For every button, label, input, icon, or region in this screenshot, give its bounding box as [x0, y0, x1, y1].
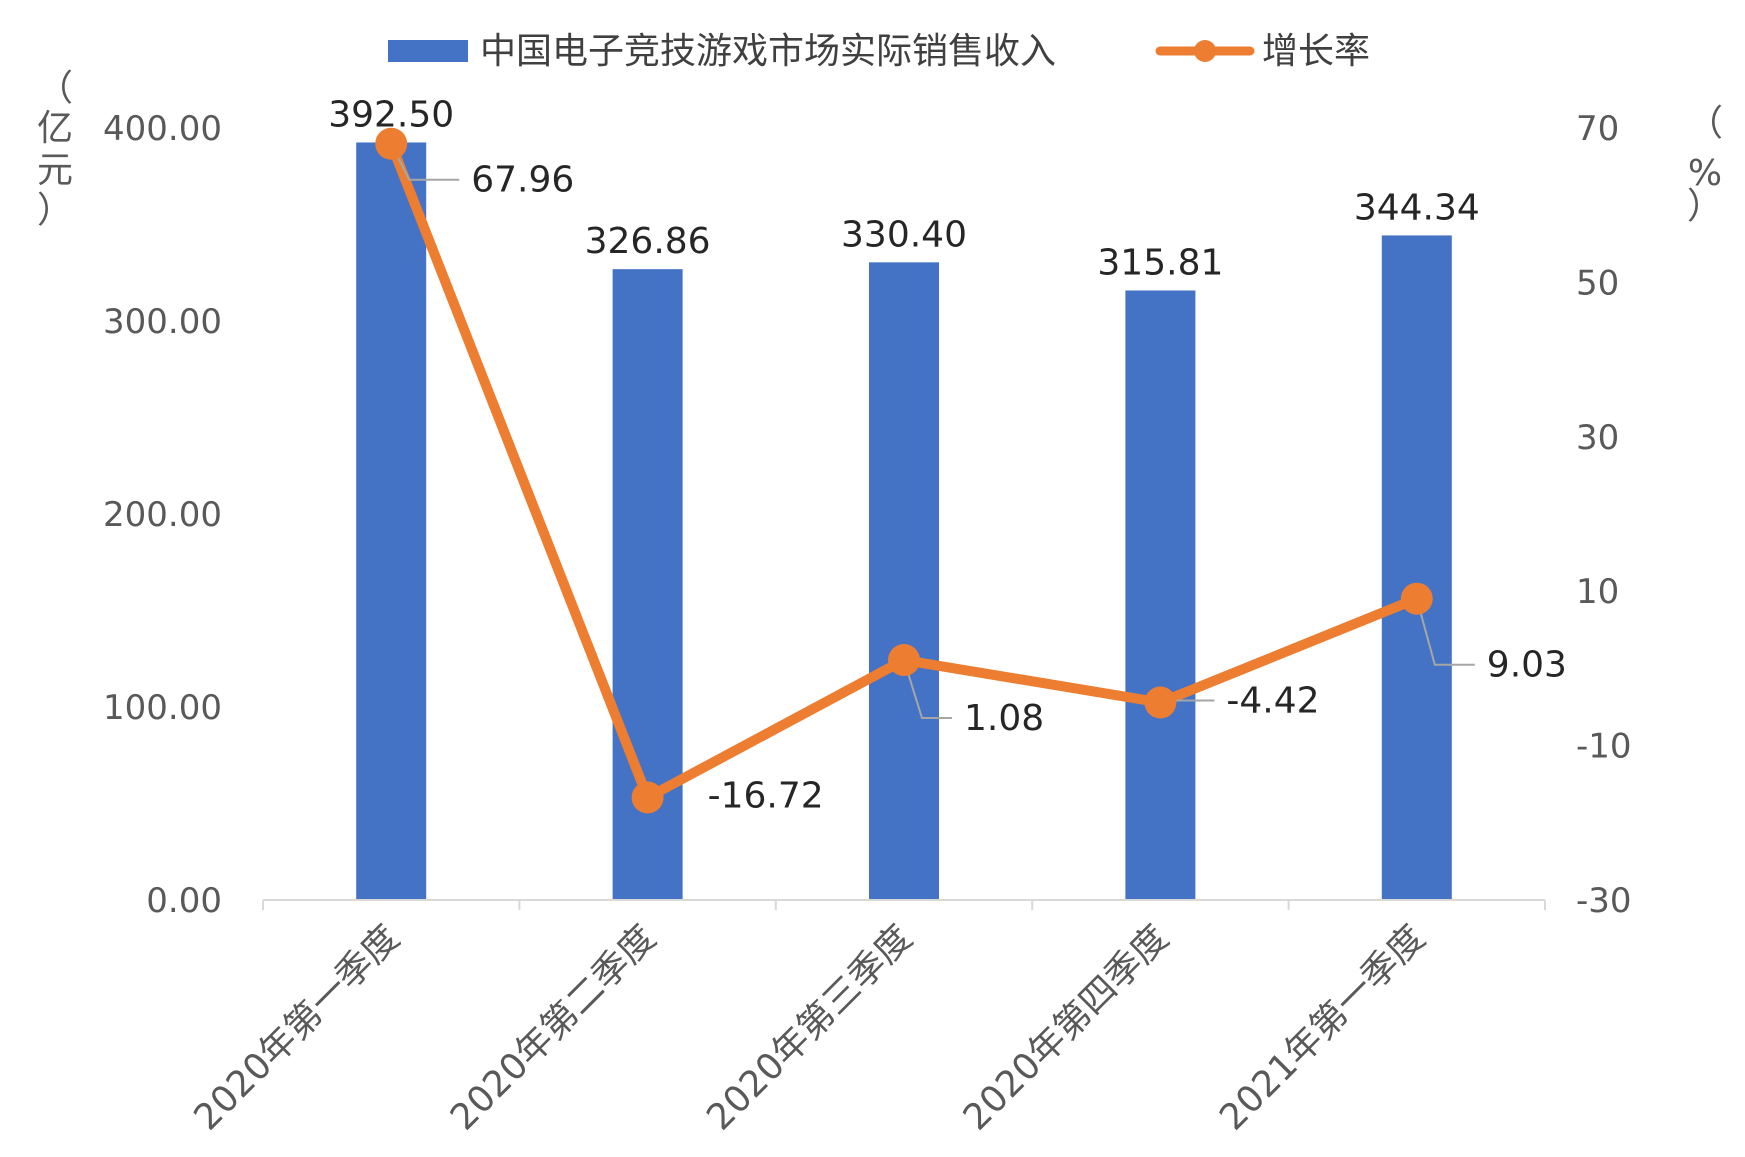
x-category-label: 2021年第一季度 — [1212, 917, 1433, 1138]
bar-value-label: 326.86 — [585, 221, 711, 262]
y-right-unit-char: （ — [1687, 103, 1723, 144]
x-category-label: 2020年第四季度 — [956, 917, 1177, 1138]
y-left-unit-char: ） — [37, 190, 73, 231]
bar-value-label: 315.81 — [1097, 242, 1223, 283]
y-left-tick-label: 300.00 — [103, 302, 222, 342]
bar — [1381, 235, 1452, 900]
leader-line — [1415, 598, 1475, 666]
y-left-tick-label: 400.00 — [103, 109, 222, 149]
legend-bar-swatch — [388, 40, 468, 62]
growth-point — [1400, 582, 1433, 615]
legend-line-label: 增长率 — [1262, 31, 1370, 72]
growth-point — [631, 781, 664, 814]
y-left-unit-char: 元 — [37, 150, 73, 191]
y-right-tick-label: -30 — [1576, 881, 1632, 921]
y-left-tick-label: 200.00 — [103, 495, 222, 535]
y-right-ticks: -30 -10 10 30 50 70 — [1576, 109, 1632, 921]
y-right-tick-label: 30 — [1576, 418, 1619, 458]
growth-point — [375, 127, 408, 160]
growth-value-label: 67.96 — [471, 160, 574, 201]
bar-value-label: 330.40 — [841, 214, 967, 255]
y-left-tick-label: 0.00 — [146, 881, 222, 921]
y-right-tick-label: 50 — [1576, 263, 1619, 303]
growth-point — [888, 644, 920, 677]
growth-value-label: -4.42 — [1226, 681, 1319, 722]
x-axis-categories: 2020年第一季度 2020年第二季度 2020年第三季度 2020年第四季度 2021… — [187, 917, 1434, 1138]
growth-value-label: 1.08 — [964, 698, 1044, 739]
y-right-unit-label: （%） — [1687, 103, 1723, 227]
growth-value-label: -16.72 — [708, 775, 824, 816]
growth-value-label: 9.03 — [1487, 645, 1567, 686]
bar — [869, 262, 939, 900]
legend: 中国电子竞技游戏市场实际销售收入 增长率 — [388, 31, 1370, 72]
legend-line-marker — [1194, 40, 1216, 62]
bars — [356, 142, 1452, 901]
legend-bar-label: 中国电子竞技游戏市场实际销售收入 — [480, 31, 1056, 72]
bar — [356, 142, 427, 901]
y-right-unit-char: % — [1688, 153, 1722, 194]
x-category-label: 2020年第一季度 — [187, 917, 408, 1138]
bar-value-label: 344.34 — [1354, 187, 1480, 228]
leader-line — [903, 659, 952, 720]
x-axis-ticks — [262, 900, 1546, 910]
growth-point — [1144, 686, 1177, 719]
y-right-tick-label: 10 — [1576, 572, 1619, 612]
y-left-unit-char: （ — [37, 68, 73, 109]
y-left-ticks: 0.00 100.00 200.00 300.00 400.00 — [103, 109, 222, 921]
y-right-tick-label: -10 — [1576, 727, 1632, 767]
y-left-unit-label: （亿元） — [37, 68, 73, 231]
bar — [1125, 290, 1196, 900]
y-left-tick-label: 100.00 — [103, 688, 222, 728]
y-right-unit-char: ） — [1687, 186, 1723, 227]
y-right-tick-label: 70 — [1576, 109, 1619, 149]
y-left-unit-char: 亿 — [37, 108, 73, 149]
x-category-label: 2020年第三季度 — [699, 917, 920, 1138]
growth-line: 67.96 -16.72 1.08 -4.42 9.03 — [375, 127, 1567, 816]
x-category-label: 2020年第二季度 — [443, 917, 664, 1138]
